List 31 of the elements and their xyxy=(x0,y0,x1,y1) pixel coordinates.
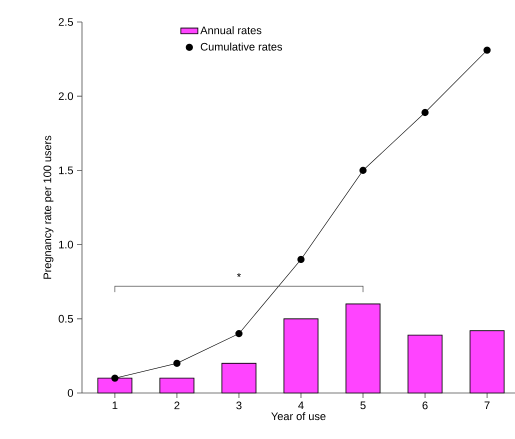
point xyxy=(359,166,367,174)
x-tick-label: 4 xyxy=(298,402,304,410)
bar xyxy=(284,318,318,394)
x-tick-label: 6 xyxy=(422,402,428,410)
point xyxy=(111,374,118,382)
y-tick-label: 1.0 xyxy=(59,240,74,248)
legend-label: Cumulative rates xyxy=(200,42,282,51)
legend-label: Annual rates xyxy=(200,26,262,34)
bar xyxy=(221,362,256,394)
y-axis-title: Pregnancy rate per 100 users xyxy=(43,136,54,279)
y-tick-label: 0 xyxy=(68,389,74,397)
x-axis-title: Year of use xyxy=(271,412,326,420)
point xyxy=(484,46,491,54)
x-tick-label: 5 xyxy=(360,402,366,410)
point xyxy=(421,108,429,116)
bar xyxy=(346,304,380,394)
x-tick-label: 1 xyxy=(112,402,118,410)
y-tick-label: 2.5 xyxy=(58,18,74,26)
bar xyxy=(408,334,443,394)
x-tick-label: 2 xyxy=(174,402,180,410)
y-tick-label: 1.5 xyxy=(59,166,74,174)
y-tick-label: 0.5 xyxy=(58,314,74,323)
point xyxy=(173,360,180,367)
x-tick-label: 3 xyxy=(236,402,242,410)
point xyxy=(297,256,305,264)
bar xyxy=(470,330,505,394)
bar xyxy=(159,378,194,394)
y-tick-label: 2.0 xyxy=(58,92,74,100)
annotation: * xyxy=(236,273,241,277)
point xyxy=(235,330,243,338)
x-tick-label: 7 xyxy=(484,402,490,410)
